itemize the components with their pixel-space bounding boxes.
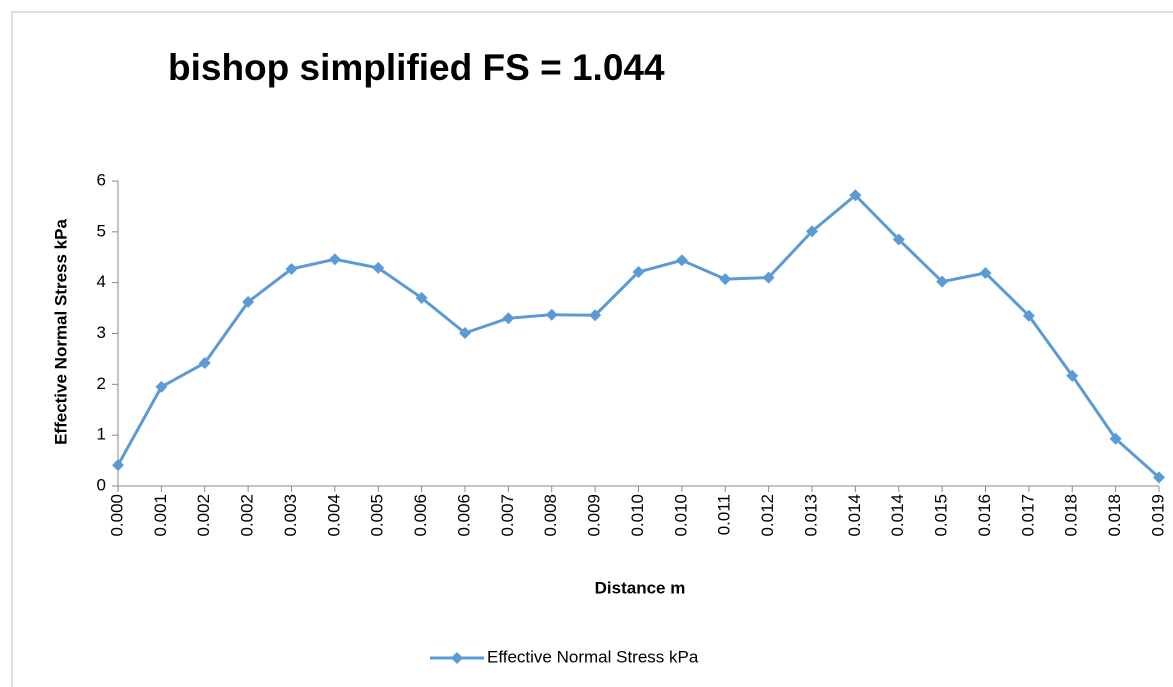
marker (892, 233, 905, 246)
x-tick-label: 0.002 (238, 494, 257, 537)
x-tick-label: 0.007 (498, 494, 517, 537)
x-tick-label: 0.010 (671, 494, 690, 537)
y-tick-label: 2 (97, 374, 106, 393)
chart-frame (11, 11, 1173, 687)
x-tick-label: 0.010 (628, 494, 647, 537)
x-tick-label: 0.016 (975, 494, 994, 537)
marker (459, 326, 471, 339)
x-tick-label: 0.003 (281, 494, 300, 537)
y-tick-label: 6 (97, 170, 106, 189)
x-tick-label: 0.006 (454, 494, 473, 537)
y-tick-label: 4 (97, 272, 106, 291)
y-tick-label: 3 (97, 323, 106, 342)
x-tick-label: 0.015 (932, 494, 951, 537)
y-tick-label: 1 (97, 425, 106, 444)
marker (936, 275, 949, 288)
marker (285, 262, 298, 275)
marker (198, 356, 211, 369)
x-tick-label: 0.002 (194, 494, 213, 537)
marker (328, 253, 341, 266)
marker (415, 291, 428, 304)
marker (632, 265, 645, 278)
chart-title: bishop simplified FS = 1.044 (168, 47, 665, 88)
x-tick-label: 0.004 (324, 494, 343, 537)
x-tick-label: 0.019 (1148, 494, 1167, 537)
marker (1022, 309, 1035, 322)
y-tick-label: 0 (97, 475, 106, 494)
marker (762, 271, 775, 284)
x-tick-label: 0.017 (1018, 494, 1037, 537)
x-tick-label: 0.001 (151, 494, 170, 537)
x-tick-label: 0.000 (107, 494, 126, 537)
marker (545, 308, 558, 321)
x-tick-label: 0.018 (1105, 494, 1124, 537)
x-tick-label: 0.011 (715, 494, 734, 535)
marker (589, 309, 602, 322)
y-tick-label: 5 (97, 221, 106, 240)
marker (502, 312, 515, 325)
x-tick-label: 0.018 (1062, 494, 1081, 537)
marker (719, 273, 732, 286)
x-tick-label: 0.009 (585, 494, 604, 537)
marker (155, 380, 168, 393)
x-tick-label: 0.005 (368, 494, 387, 537)
marker (1153, 471, 1165, 484)
x-tick-label: 0.014 (888, 494, 907, 537)
marker (979, 267, 992, 280)
marker (675, 254, 688, 267)
marker (1109, 432, 1122, 445)
marker (1066, 369, 1079, 382)
marker (242, 295, 255, 308)
x-tick-label: 0.006 (411, 494, 430, 537)
x-tick-label: 0.014 (845, 494, 864, 537)
x-tick-label: 0.008 (541, 494, 560, 537)
y-axis-title: Effective Normal Stress kPa (51, 219, 70, 445)
marker (849, 189, 862, 202)
x-tick-label: 0.012 (758, 494, 777, 537)
marker (806, 225, 818, 238)
x-tick-label: 0.013 (801, 494, 820, 537)
marker (372, 261, 385, 274)
x-axis-title: Distance m (595, 578, 686, 597)
legend-label: Effective Normal Stress kPa (487, 647, 699, 666)
marker (112, 459, 124, 472)
legend-marker (451, 652, 463, 664)
